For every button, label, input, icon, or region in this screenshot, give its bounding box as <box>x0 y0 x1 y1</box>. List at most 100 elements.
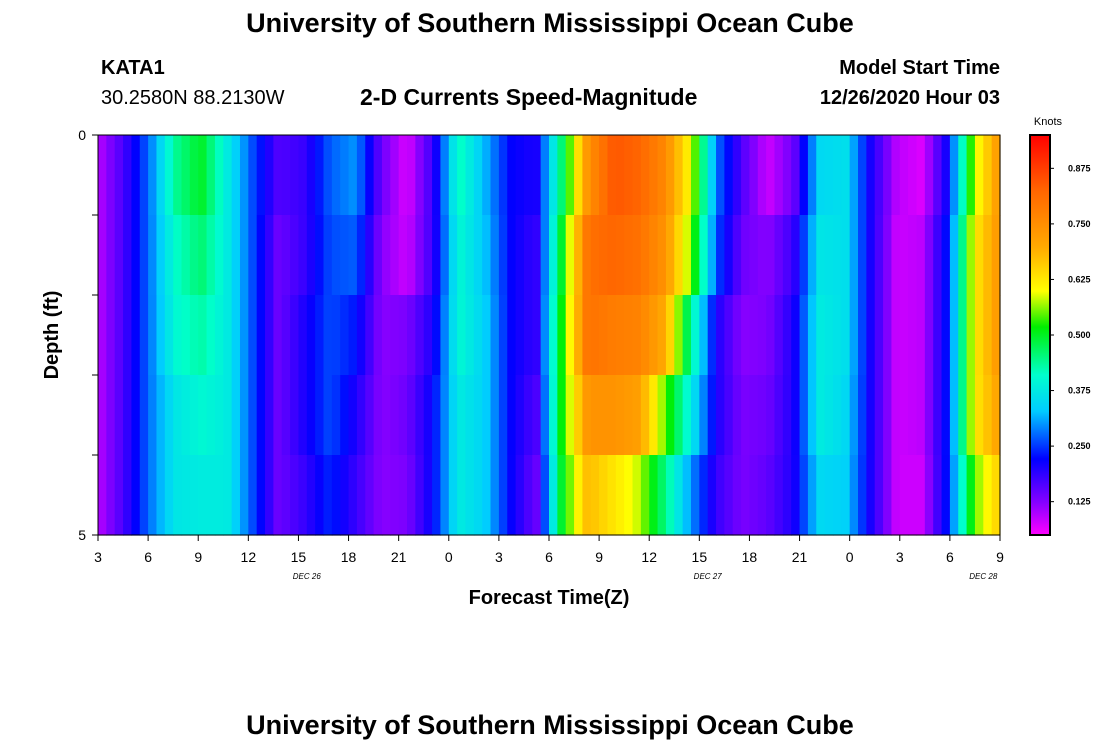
heatmap-cell <box>373 295 383 376</box>
heatmap-cell <box>640 215 650 296</box>
heatmap-cell <box>440 215 450 296</box>
heatmap-cell <box>390 135 400 216</box>
heatmap-cell <box>824 215 834 296</box>
heatmap-cell <box>189 135 199 216</box>
heatmap-cell <box>189 215 199 296</box>
heatmap-cell <box>173 215 183 296</box>
heatmap-cell <box>256 135 266 216</box>
heatmap-cell <box>273 135 283 216</box>
heatmap-cell <box>582 135 592 216</box>
heatmap-cell <box>983 375 993 456</box>
heatmap-cell <box>106 215 116 296</box>
heatmap-cell <box>214 215 224 296</box>
heatmap-cell <box>98 375 107 456</box>
heatmap-cell <box>490 135 500 216</box>
heatmap-cell <box>891 135 901 216</box>
heatmap-cell <box>381 135 391 216</box>
heatmap-cell <box>640 295 650 376</box>
heatmap-cell <box>532 135 542 216</box>
heatmap-cell <box>690 455 700 536</box>
heatmap-cell <box>432 135 442 216</box>
heatmap-cell <box>498 135 508 216</box>
heatmap-cell <box>448 295 458 376</box>
heatmap-cell <box>214 455 224 536</box>
heatmap-cell <box>891 455 901 536</box>
heatmap-cell <box>507 375 517 456</box>
heatmap-cell <box>657 215 667 296</box>
heatmap-cell <box>632 135 642 216</box>
heatmap-cell <box>465 135 475 216</box>
heatmap-cell <box>448 135 458 216</box>
heatmap-cell <box>565 135 575 216</box>
heatmap-cell <box>807 295 817 376</box>
heatmap-cell <box>273 215 283 296</box>
heatmap-cell <box>766 295 776 376</box>
heatmap-cell <box>966 375 976 456</box>
heatmap-cell <box>799 375 809 456</box>
heatmap-cell <box>766 135 776 216</box>
heatmap-cell <box>615 455 625 536</box>
heatmap-cell <box>290 375 300 456</box>
heatmap-cell <box>365 135 375 216</box>
heatmap-cell <box>924 215 934 296</box>
heatmap-cell <box>757 375 767 456</box>
heatmap-cell <box>164 215 174 296</box>
heatmap-cell <box>432 295 442 376</box>
heatmap-cell <box>707 455 717 536</box>
heatmap-cell <box>640 455 650 536</box>
heatmap-cell <box>774 455 784 536</box>
heatmap-cell <box>615 375 625 456</box>
heatmap-cell <box>106 375 116 456</box>
heatmap-cell <box>624 135 634 216</box>
heatmap-cell <box>181 135 191 216</box>
heatmap-cell <box>707 375 717 456</box>
x-tick-label: 12 <box>641 549 657 565</box>
heatmap-cell <box>465 295 475 376</box>
heatmap-cell <box>490 295 500 376</box>
heatmap-cell <box>682 215 692 296</box>
heatmap-cell <box>883 135 893 216</box>
heatmap-cell <box>707 215 717 296</box>
colorbar-gradient <box>1029 134 1051 536</box>
x-date-label: DEC 26 <box>293 572 322 581</box>
heatmap-cell <box>582 455 592 536</box>
heatmap-cell <box>156 455 166 536</box>
heatmap-cell <box>432 375 442 456</box>
heatmap-cell <box>248 375 258 456</box>
heatmap-cell <box>306 375 316 456</box>
heatmap-cell <box>507 455 517 536</box>
heatmap-cell <box>465 215 475 296</box>
x-tick-label: 6 <box>946 549 954 565</box>
x-tick-label: 3 <box>896 549 904 565</box>
heatmap-cell <box>239 375 249 456</box>
heatmap-cell <box>607 455 617 536</box>
heatmap-cell <box>181 295 191 376</box>
heatmap-cell <box>866 135 876 216</box>
heatmap-cell <box>841 135 851 216</box>
heatmap-cell <box>590 215 600 296</box>
heatmap-cell <box>148 455 158 536</box>
heatmap-cell <box>582 215 592 296</box>
heatmap-cell <box>557 135 567 216</box>
heatmap-cell <box>624 455 634 536</box>
heatmap-cell <box>674 135 684 216</box>
heatmap-cell <box>682 295 692 376</box>
heatmap-cell <box>407 135 416 216</box>
heatmap-cell <box>924 375 934 456</box>
heatmap-cell <box>749 375 759 456</box>
heatmap-cell <box>114 455 124 536</box>
heatmap-cell <box>164 135 174 216</box>
heatmap-cell <box>958 455 968 536</box>
heatmap-cell <box>381 375 391 456</box>
heatmap-cell <box>457 135 467 216</box>
heatmap-cell <box>574 455 584 536</box>
heatmap-cell <box>365 215 375 296</box>
heatmap-cell <box>206 295 216 376</box>
heatmap-cell <box>966 135 976 216</box>
colorbar-tick-label: 0.750 <box>1068 219 1091 229</box>
heatmap-cell <box>540 215 550 296</box>
heatmap-cell <box>281 295 291 376</box>
heatmap-cell <box>807 375 817 456</box>
colorbar-tick-label: 0.875 <box>1068 163 1091 173</box>
heatmap-cell <box>590 375 600 456</box>
